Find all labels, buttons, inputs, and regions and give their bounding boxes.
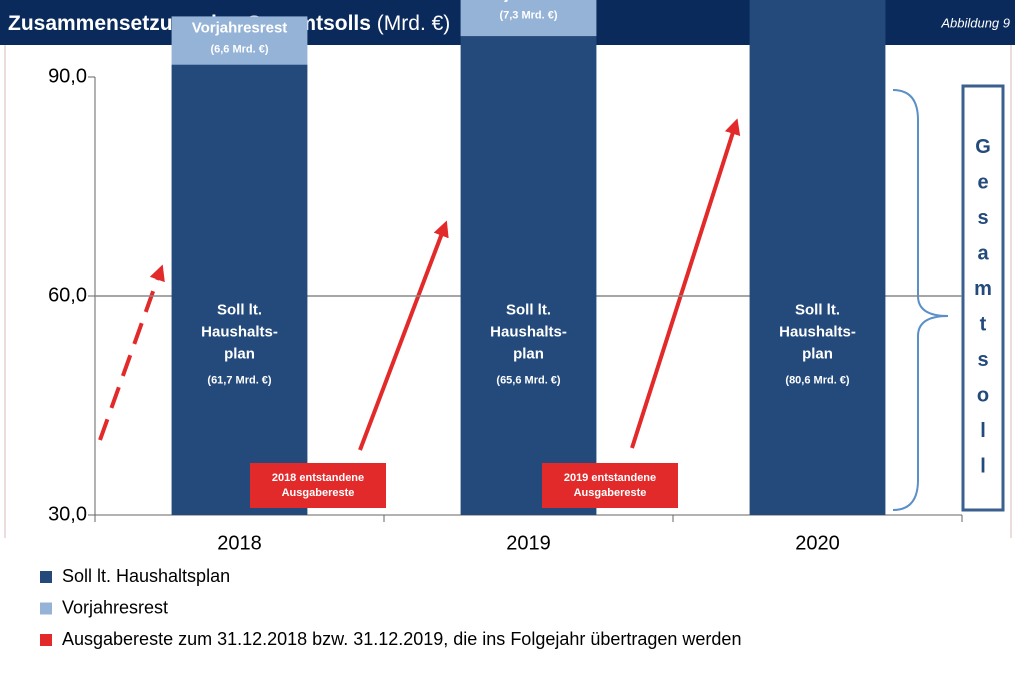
- segment-label: Haushalts-: [779, 324, 856, 341]
- data-label: (7,3 Mrd. €): [499, 10, 557, 22]
- annotation-box: [542, 463, 678, 508]
- segment-label: Soll lt.: [506, 302, 551, 319]
- x-tick-label: 2019: [506, 532, 551, 554]
- annotation-box: [250, 463, 386, 508]
- brace: [892, 89, 949, 511]
- segment-label: Soll lt.: [217, 302, 262, 319]
- total-label: 88,6 Mrd. €: [776, 63, 859, 80]
- legend-swatch: [40, 571, 52, 583]
- bar-segment: [749, 0, 886, 516]
- segment-label: plan: [513, 346, 544, 363]
- data-label: (6,6 Mrd. €): [210, 43, 268, 55]
- segment-label: Soll lt.: [795, 302, 840, 319]
- y-tick-label: 90,0: [48, 65, 87, 87]
- segment-label: Vorjahresrest: [192, 19, 288, 36]
- bar-segment: [171, 16, 308, 65]
- annotation: 2018 entstandene: [272, 472, 364, 484]
- annotation: 2019 entstandene: [564, 472, 656, 484]
- total-label: 72,9 Mrd. €: [487, 178, 570, 195]
- total-label: 68,2 Mrd. €: [198, 212, 281, 229]
- y-tick-label: 30,0: [48, 503, 87, 525]
- bar-segment: [460, 0, 597, 37]
- arrow: [358, 220, 449, 451]
- segment-label: plan: [802, 346, 833, 363]
- segment-label: Haushalts-: [490, 324, 567, 341]
- legend-label: Ausgabereste zum 31.12.2018 bzw. 31.12.2…: [62, 629, 741, 649]
- arrow: [630, 118, 741, 449]
- x-tick-label: 2018: [217, 532, 262, 554]
- segment-label: Haushalts-: [201, 324, 278, 341]
- data-label: (61,7 Mrd. €): [207, 375, 272, 387]
- figure-number: Abbildung 9: [940, 15, 1010, 30]
- side-box: [961, 84, 1005, 512]
- legend-swatch: [40, 634, 52, 646]
- annotation: Ausgabereste: [282, 487, 355, 499]
- legend-label: Soll lt. Haushaltsplan: [62, 566, 230, 586]
- x-tick-label: 2020: [795, 532, 840, 554]
- y-tick-label: 60,0: [48, 284, 87, 306]
- legend-swatch: [40, 602, 52, 615]
- arrow: [98, 264, 165, 441]
- bar-segment: [171, 64, 308, 515]
- legend-label: Vorjahresrest: [62, 597, 168, 617]
- segment-label: Vorjahresrest: [481, 0, 577, 3]
- data-label: (65,6 Mrd. €): [496, 375, 561, 387]
- bar-segment: [460, 36, 597, 516]
- unit: (Mrd. €): [377, 12, 451, 35]
- annotation: Ausgabereste: [574, 487, 647, 499]
- segment-label: plan: [224, 346, 255, 363]
- data-label: (80,6 Mrd. €): [785, 375, 850, 387]
